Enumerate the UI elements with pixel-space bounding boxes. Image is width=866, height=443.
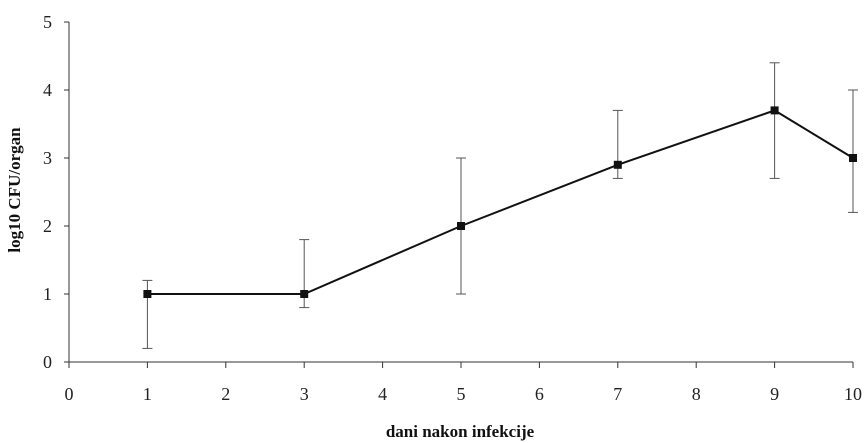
data-point xyxy=(457,222,465,230)
y-axis-title: log10 CFU/organ xyxy=(5,127,24,253)
y-tick-label: 4 xyxy=(43,80,52,100)
x-axis-title: dani nakon infekcije xyxy=(386,422,535,441)
x-tick-label: 1 xyxy=(143,384,152,404)
x-tick-label: 0 xyxy=(65,384,74,404)
x-tick-label: 10 xyxy=(844,384,862,404)
x-tick-label: 6 xyxy=(535,384,544,404)
x-tick-label: 7 xyxy=(613,384,622,404)
y-tick-label: 1 xyxy=(43,284,52,304)
y-tick-label: 5 xyxy=(43,12,52,32)
data-point xyxy=(614,161,622,169)
y-tick-label: 2 xyxy=(43,216,52,236)
data-point xyxy=(771,106,779,114)
y-tick-label: 3 xyxy=(43,148,52,168)
x-tick-label: 3 xyxy=(300,384,309,404)
x-tick-label: 5 xyxy=(457,384,466,404)
error-bars xyxy=(142,63,858,349)
series xyxy=(143,106,857,298)
series-line xyxy=(147,110,853,294)
data-point xyxy=(143,290,151,298)
tick-labels: 0 1 2 3 4 5 0 1 2 3 4 5 6 7 8 9 10 xyxy=(43,12,862,404)
data-point xyxy=(849,154,857,162)
data-point xyxy=(300,290,308,298)
y-tick-label: 0 xyxy=(43,352,52,372)
x-tick-label: 9 xyxy=(770,384,779,404)
x-tick-label: 4 xyxy=(378,384,387,404)
axes xyxy=(64,22,853,368)
x-tick-label: 8 xyxy=(692,384,701,404)
x-tick-label: 2 xyxy=(221,384,230,404)
